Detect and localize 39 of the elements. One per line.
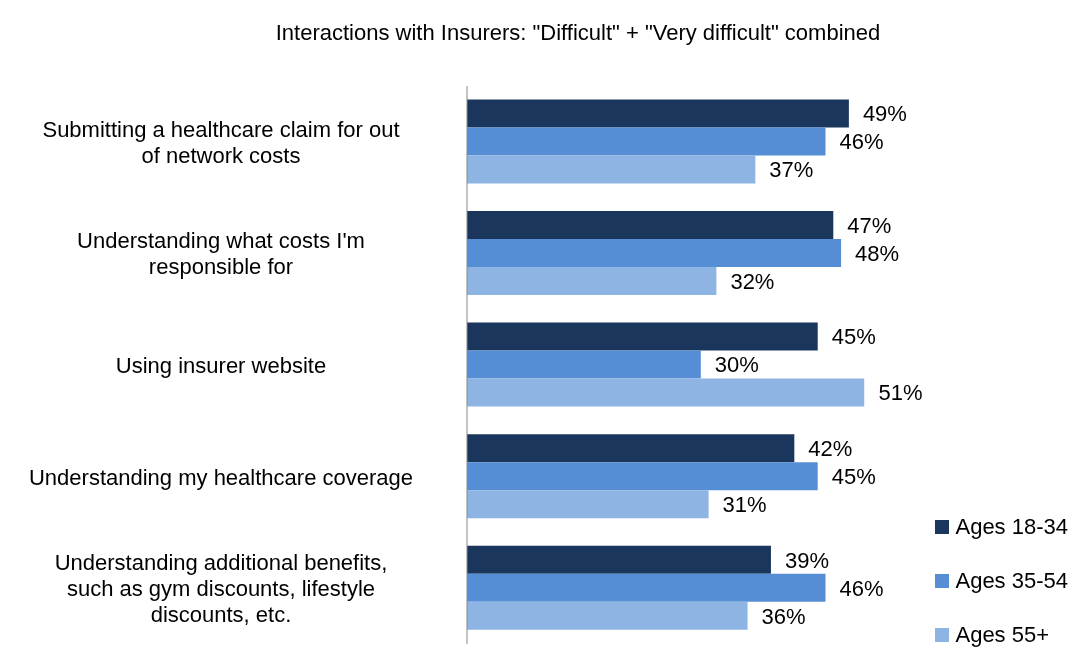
y-tick-label: Understanding my healthcare coverage [28,464,414,490]
data-label: 49% [862,101,907,127]
legend-label: Ages 55+ [955,622,1050,648]
bar [467,378,865,407]
bar [467,545,771,574]
bar [467,462,818,491]
bar [467,322,818,351]
bar [467,238,842,267]
bar [467,490,709,519]
y-tick-label: Using insurer website [115,352,327,378]
bar [467,601,748,630]
chart-title: Interactions with Insurers: "Difficult" + "Very difficult" combined [274,19,882,47]
data-label: 46% [839,129,884,155]
data-label: 37% [769,157,814,183]
y-tick-label: Submitting a healthcare claim for out of network costs [42,116,400,168]
data-label: 48% [855,240,900,266]
data-label: 31% [722,492,767,517]
bar [467,434,795,463]
y-tick-label: Understanding what costs I'm responsible for [77,227,365,279]
data-label: 30% [714,352,759,378]
legend-label: Ages 35-54 [955,568,1068,594]
bar [467,350,701,379]
data-label: 46% [839,575,884,601]
bar [467,573,826,602]
legend-label: Ages 18-34 [955,514,1068,540]
bar [467,127,826,156]
data-label: 32% [730,268,775,294]
data-label: 51% [878,380,923,406]
data-label: 42% [808,436,853,461]
data-label: 45% [831,464,876,489]
data-label: 39% [784,547,829,573]
data-label: 47% [847,212,892,238]
data-label: 36% [761,603,806,629]
bar [467,266,717,295]
data-label: 45% [831,324,876,350]
bar [467,155,756,184]
bar [467,210,834,239]
bar [467,99,849,128]
y-tick-label: Understanding additional benefits, such as gym discounts, lifestyle discounts, etc. [54,549,388,627]
